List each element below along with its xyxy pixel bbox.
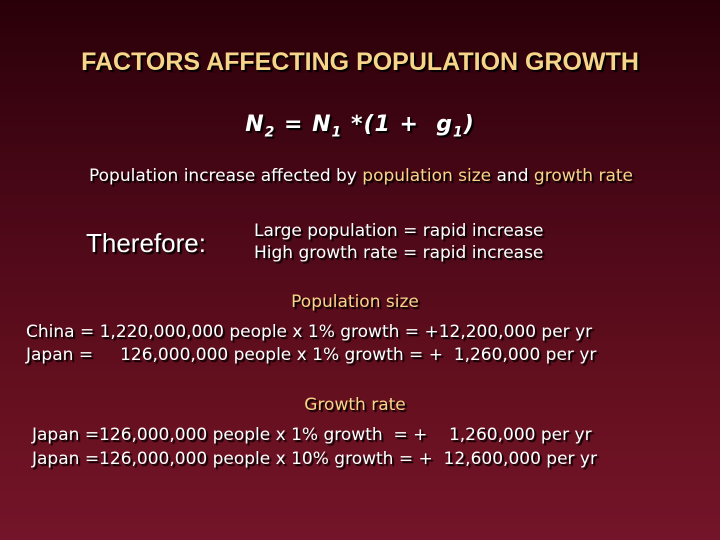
equation-equals-n1: = N [275,112,332,137]
equation-n1-subscript: 1 [331,124,343,141]
therefore-label: Therefore: [86,228,206,258]
equation-g-subscript: 1 [452,124,464,141]
slide-subtitle: Population increase affected by populati… [0,166,720,186]
subtitle-term-growth-rate: growth rate [533,166,633,186]
population-size-line-japan: Japan = 126,000,000 people x 1% growth =… [26,345,597,365]
subtitle-prefix: Population increase affected by [88,166,363,186]
equation-n2: N [245,112,265,137]
population-size-line-china: China = 1,220,000,000 people x 1% growth… [26,322,593,342]
rule-large-population: Large population = rapid increase [254,221,544,241]
equation-growth-term: *(1 + g [342,112,453,137]
population-size-heading: Population size [291,292,419,312]
rule-high-growth-rate: High growth rate = rapid increase [254,243,544,263]
growth-rate-line-1-percent: Japan =126,000,000 people x 1% growth = … [32,425,592,445]
growth-rate-heading: Growth rate [304,395,406,415]
growth-rate-line-10-percent: Japan =126,000,000 people x 10% growth =… [32,449,597,469]
equation-close: ) [463,112,475,137]
equation-n2-subscript: 2 [264,124,276,141]
slide-title: FACTORS AFFECTING POPULATION GROWTH [81,48,639,76]
growth-equation: N2 = N1 *(1 + g1) [0,112,720,140]
subtitle-term-population-size: population size [362,166,492,186]
subtitle-joiner: and [491,166,534,186]
